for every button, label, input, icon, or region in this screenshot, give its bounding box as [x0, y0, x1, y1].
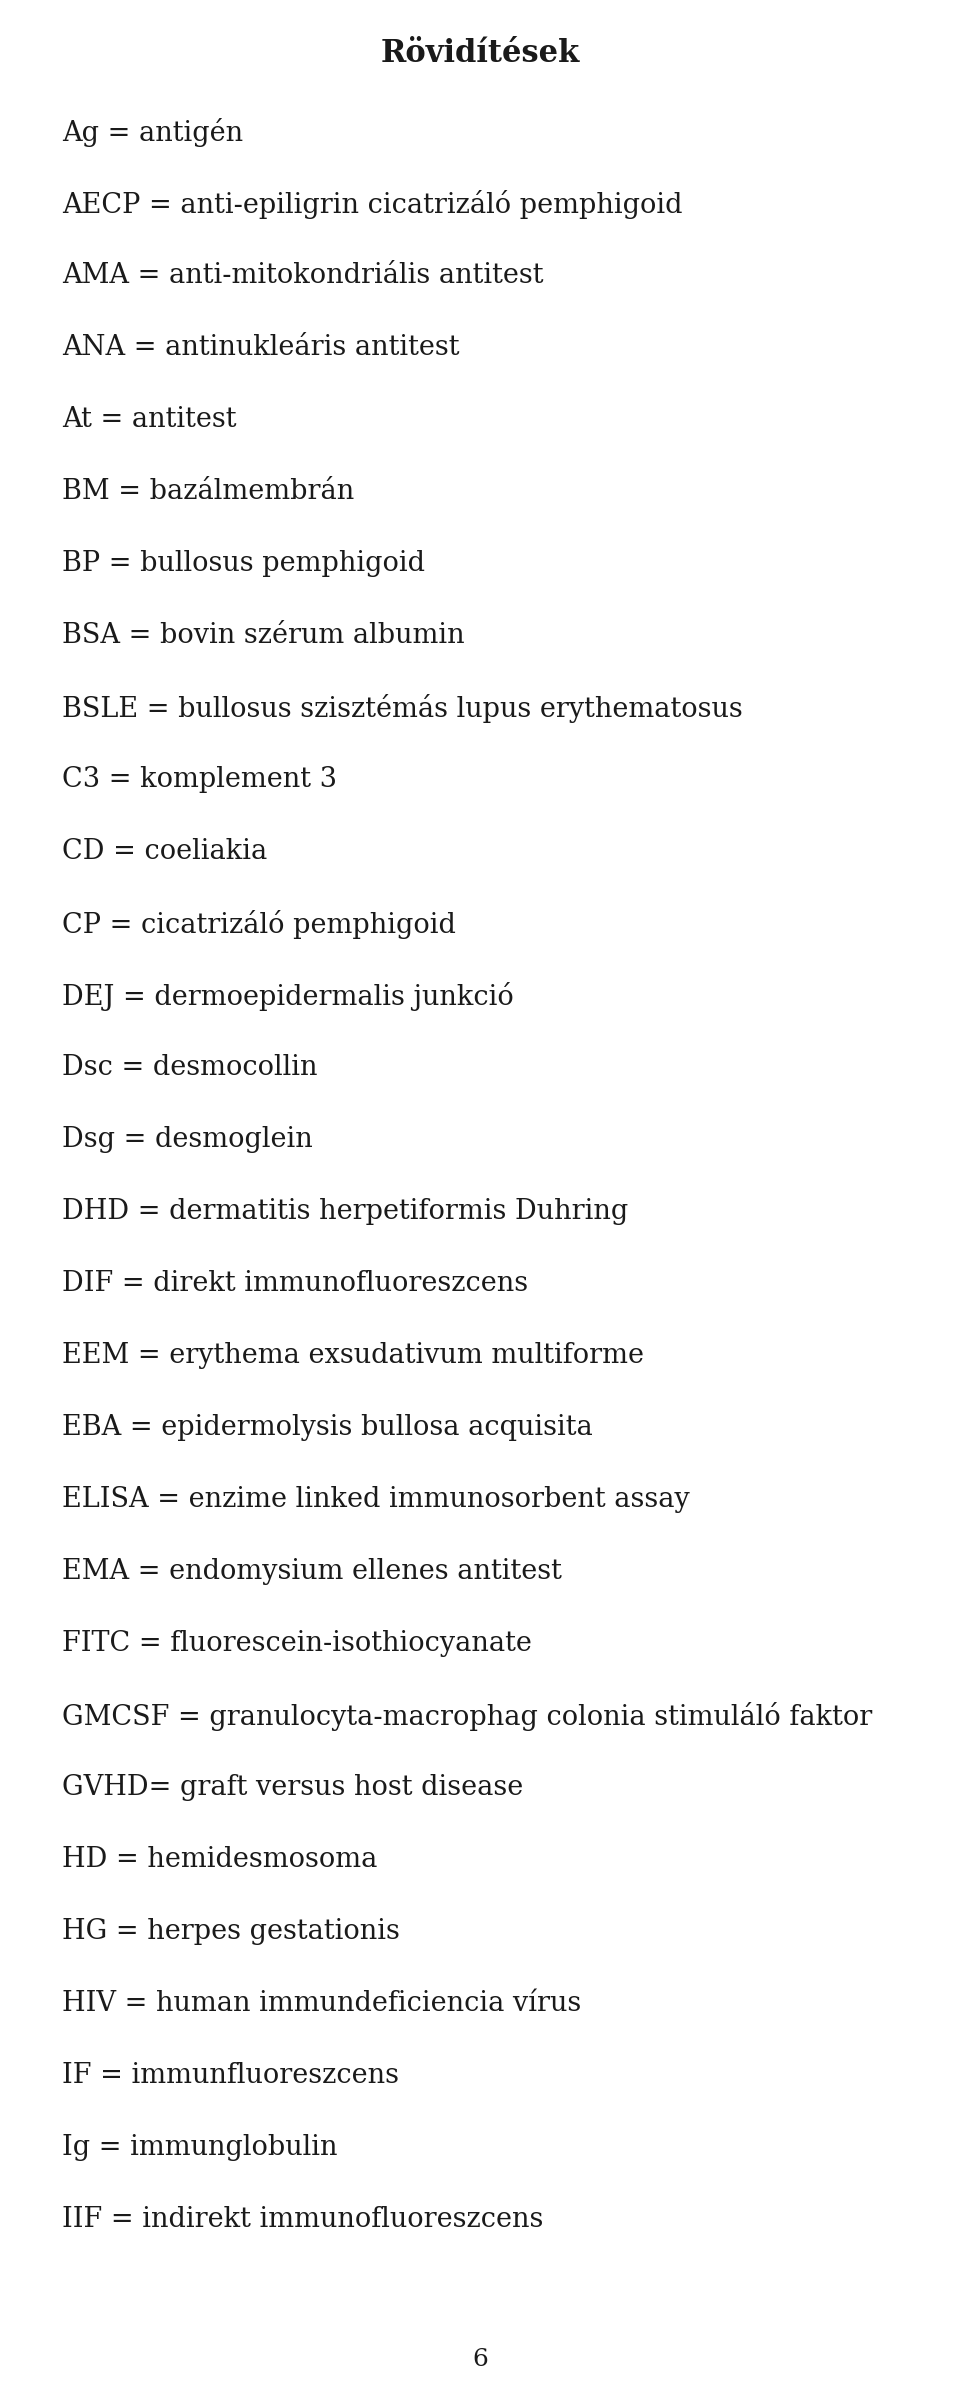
Text: DHD = dermatitis herpetiformis Duhring: DHD = dermatitis herpetiformis Duhring — [62, 1199, 628, 1226]
Text: Ig = immunglobulin: Ig = immunglobulin — [62, 2134, 338, 2160]
Text: HG = herpes gestationis: HG = herpes gestationis — [62, 1918, 400, 1944]
Text: EBA = epidermolysis bullosa acquisita: EBA = epidermolysis bullosa acquisita — [62, 1413, 592, 1442]
Text: DEJ = dermoepidermalis junkció: DEJ = dermoepidermalis junkció — [62, 983, 514, 1012]
Text: CD = coeliakia: CD = coeliakia — [62, 839, 267, 865]
Text: HIV = human immundeficiencia vírus: HIV = human immundeficiencia vírus — [62, 1990, 581, 2016]
Text: Ag = antigén: Ag = antigén — [62, 118, 243, 147]
Text: IF = immunfluoreszcens: IF = immunfluoreszcens — [62, 2062, 399, 2088]
Text: Dsg = desmoglein: Dsg = desmoglein — [62, 1127, 313, 1153]
Text: BM = bazálmembrán: BM = bazálmembrán — [62, 478, 354, 505]
Text: ELISA = enzime linked immunosorbent assay: ELISA = enzime linked immunosorbent assa… — [62, 1485, 689, 1514]
Text: GMCSF = granulocyta-macrophag colonia stimuláló faktor: GMCSF = granulocyta-macrophag colonia st… — [62, 1701, 873, 1730]
Text: DIF = direkt immunofluoreszcens: DIF = direkt immunofluoreszcens — [62, 1271, 528, 1298]
Text: C3 = komplement 3: C3 = komplement 3 — [62, 767, 337, 793]
Text: AECP = anti-epiligrin cicatrizáló pemphigoid: AECP = anti-epiligrin cicatrizáló pemphi… — [62, 190, 683, 219]
Text: FITC = fluorescein-isothiocyanate: FITC = fluorescein-isothiocyanate — [62, 1629, 532, 1658]
Text: GVHD= graft versus host disease: GVHD= graft versus host disease — [62, 1773, 523, 1800]
Text: 6: 6 — [472, 2348, 488, 2372]
Text: BP = bullosus pemphigoid: BP = bullosus pemphigoid — [62, 550, 425, 577]
Text: BSA = bovin szérum albumin: BSA = bovin szérum albumin — [62, 622, 465, 649]
Text: Dsc = desmocollin: Dsc = desmocollin — [62, 1055, 318, 1081]
Text: ANA = antinukleáris antitest: ANA = antinukleáris antitest — [62, 334, 460, 360]
Text: At = antitest: At = antitest — [62, 406, 236, 433]
Text: EEM = erythema exsudativum multiforme: EEM = erythema exsudativum multiforme — [62, 1341, 644, 1370]
Text: EMA = endomysium ellenes antitest: EMA = endomysium ellenes antitest — [62, 1557, 562, 1586]
Text: IIF = indirekt immunofluoreszcens: IIF = indirekt immunofluoreszcens — [62, 2206, 543, 2232]
Text: Rövidítések: Rövidítések — [380, 38, 580, 70]
Text: HD = hemidesmosoma: HD = hemidesmosoma — [62, 1846, 377, 1872]
Text: CP = cicatrizáló pemphigoid: CP = cicatrizáló pemphigoid — [62, 911, 456, 940]
Text: AMA = anti-mitokondriális antitest: AMA = anti-mitokondriális antitest — [62, 262, 543, 288]
Text: BSLE = bullosus szisztémás lupus erythematosus: BSLE = bullosus szisztémás lupus erythem… — [62, 694, 743, 723]
